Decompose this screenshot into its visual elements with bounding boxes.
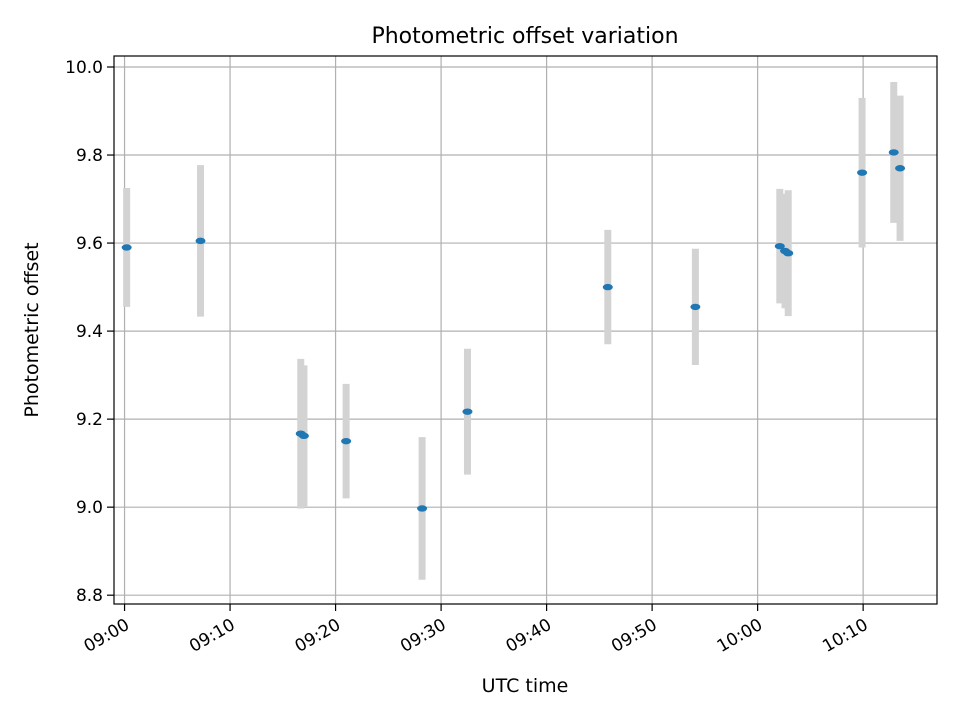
data-point [341, 437, 352, 445]
data-point [298, 432, 309, 440]
data-points [121, 149, 906, 512]
y-axis: 8.8 9.0 9.2 9.4 9.6 9.8 10.0 [65, 58, 114, 606]
data-point [783, 249, 794, 257]
x-tick-label: 09:40 [503, 615, 555, 657]
data-point [857, 169, 868, 176]
y-tick-label: 8.8 [76, 586, 103, 606]
data-point [774, 242, 785, 250]
data-point [195, 237, 206, 245]
x-tick-label: 09:00 [81, 615, 133, 657]
x-tick-label: 09:30 [397, 615, 449, 657]
grid [114, 56, 937, 604]
x-tick-label: 09:50 [608, 615, 660, 657]
data-point [462, 408, 473, 415]
data-point [417, 505, 428, 512]
x-axis-label: UTC time [482, 675, 569, 697]
y-tick-label: 9.2 [76, 410, 103, 430]
y-tick-label: 10.0 [65, 58, 103, 78]
y-tick-label: 9.0 [76, 498, 103, 518]
x-axis: 09:00 09:10 09:20 09:30 09:40 09:50 10:00 10:10 [81, 604, 872, 657]
x-tick-label: 10:10 [819, 615, 871, 657]
data-point [888, 149, 899, 156]
y-tick-label: 9.4 [76, 322, 103, 342]
x-tick-label: 09:20 [292, 615, 344, 657]
y-axis-label: Photometric offset [21, 242, 43, 417]
data-point [602, 283, 613, 291]
data-point [121, 244, 132, 251]
data-point [690, 303, 701, 311]
y-tick-label: 9.8 [76, 146, 103, 166]
plot-frame [113, 55, 938, 605]
x-tick-label: 10:00 [714, 615, 766, 657]
data-point [895, 165, 906, 172]
x-tick-label: 09:10 [186, 615, 238, 657]
chart-title: Photometric offset variation [371, 24, 678, 49]
y-tick-label: 9.6 [76, 234, 103, 254]
